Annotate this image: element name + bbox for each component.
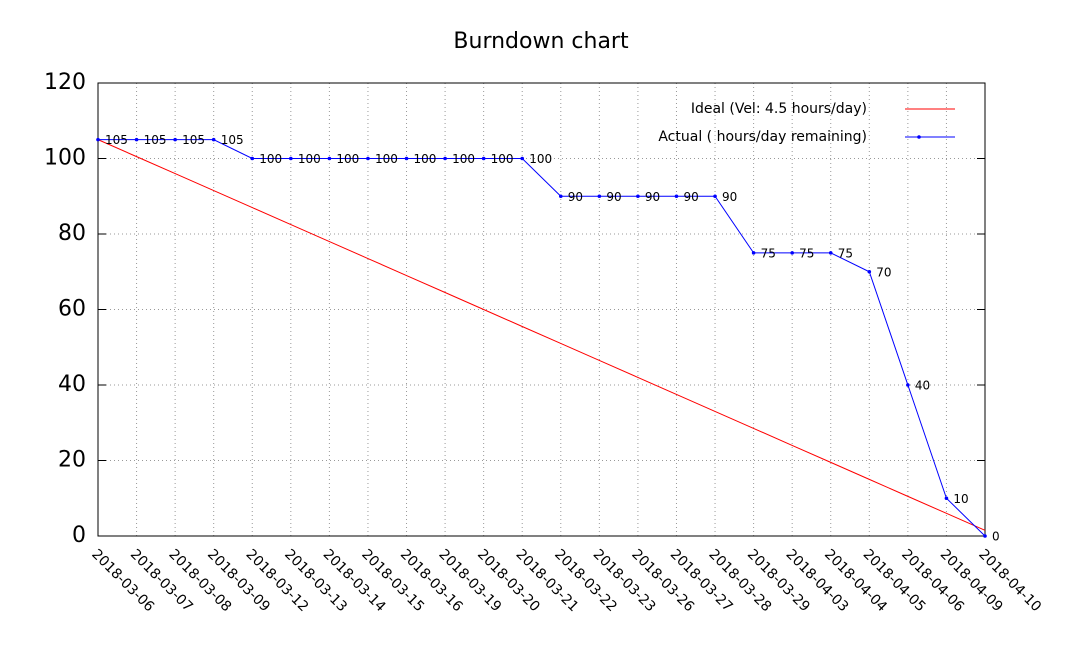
legend-label: Actual ( hours/day remaining) [658, 129, 867, 145]
point [867, 269, 872, 274]
data-label: 105 [144, 133, 167, 147]
data-label: 75 [838, 246, 853, 260]
point [134, 137, 139, 142]
data-label: 105 [105, 133, 128, 147]
point [558, 194, 563, 199]
data-label: 100 [298, 152, 321, 166]
y-tick-label: 60 [58, 297, 86, 322]
data-label: 90 [568, 190, 583, 204]
data-label: 100 [491, 152, 514, 166]
point [289, 156, 293, 161]
chart-title: Burndown chart [453, 29, 629, 54]
point [481, 156, 486, 161]
data-label: 75 [799, 246, 814, 260]
series-line [98, 139, 986, 537]
data-label: 100 [375, 152, 398, 166]
point [597, 194, 602, 199]
point [327, 156, 332, 161]
point [828, 251, 833, 255]
data-label: 90 [606, 190, 621, 204]
point [674, 194, 679, 199]
point [96, 137, 100, 142]
point [404, 156, 409, 161]
data-label: 90 [722, 190, 737, 204]
point [983, 534, 987, 538]
point [173, 137, 177, 142]
point [250, 156, 255, 161]
data-label: 90 [683, 190, 698, 204]
y-tick-label: 40 [58, 372, 86, 397]
data-label: 70 [876, 265, 891, 279]
data-label: 75 [761, 246, 776, 260]
point [713, 194, 717, 199]
point [636, 194, 640, 199]
data-label: 100 [336, 152, 359, 166]
y-tick-label: 0 [72, 523, 86, 548]
data-label: 90 [645, 190, 660, 204]
data-label: 40 [915, 379, 930, 393]
data-label: 105 [182, 133, 205, 147]
point [443, 156, 447, 161]
data-label: 100 [529, 152, 552, 166]
series-line [97, 139, 986, 531]
y-tick-label: 100 [44, 146, 86, 171]
data-label: 105 [221, 133, 244, 147]
point [751, 251, 756, 255]
point [520, 156, 525, 161]
legend-label: Ideal (Vel: 4.5 hours/day) [691, 101, 867, 117]
point [211, 137, 216, 142]
point [906, 383, 910, 387]
legend-swatch [917, 135, 921, 139]
point [944, 496, 949, 501]
data-label: 100 [414, 152, 437, 166]
plot-frame [97, 82, 986, 537]
data-label: 100 [259, 152, 282, 166]
y-tick-label: 120 [44, 70, 86, 95]
point [366, 156, 370, 161]
point [790, 251, 794, 255]
data-label: 100 [452, 152, 475, 166]
y-tick-label: 80 [58, 221, 86, 246]
y-tick-label: 20 [58, 448, 86, 473]
data-label: 10 [953, 492, 968, 506]
data-label: 0 [992, 530, 1000, 544]
